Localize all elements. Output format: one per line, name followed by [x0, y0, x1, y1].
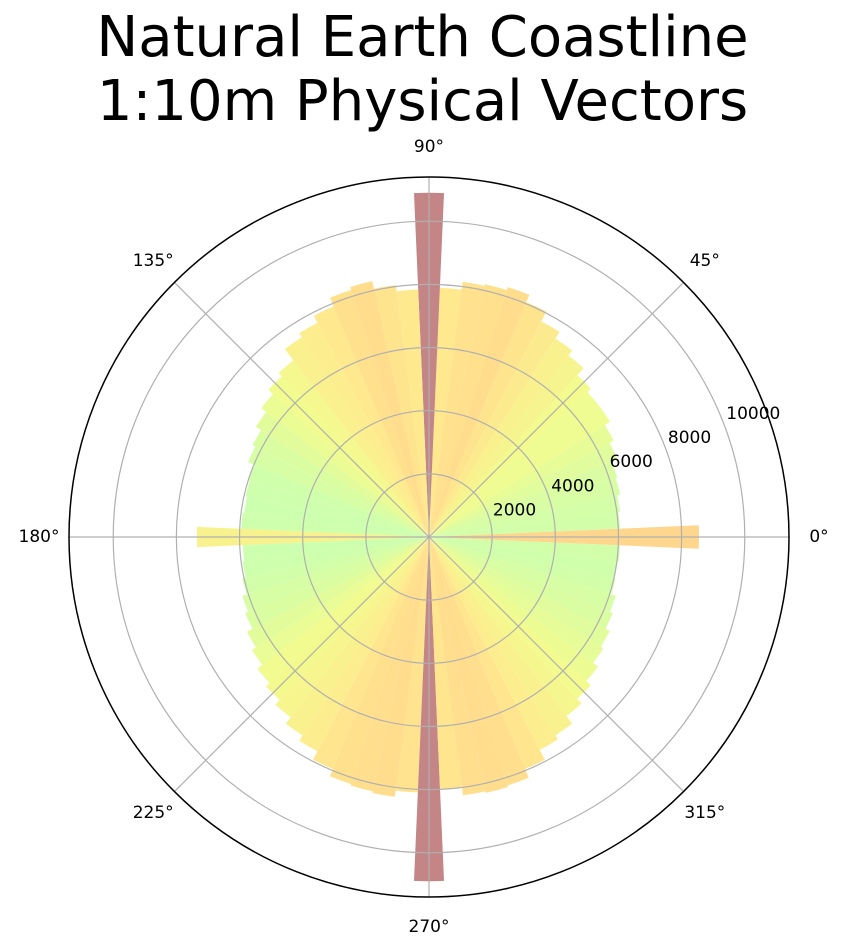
- bar-350deg: [429, 537, 617, 579]
- theta-tick-label: 225°: [133, 803, 174, 823]
- bar-160deg: [248, 464, 429, 537]
- theta-tick-label: 270°: [409, 917, 450, 937]
- bar-310deg: [429, 537, 582, 717]
- bar-20deg: [429, 461, 618, 537]
- bar-15deg: [429, 478, 621, 537]
- bar-40deg: [429, 391, 600, 537]
- bar-105deg: [350, 281, 429, 537]
- bar-325deg: [429, 537, 604, 663]
- polar-frame: [68, 176, 790, 898]
- bar-255deg: [350, 537, 429, 792]
- bar-10deg: [429, 495, 620, 537]
- chart-title-line-2: 1:10m Physical Vectors: [96, 69, 749, 134]
- bar-300deg: [429, 537, 558, 750]
- bar-305deg: [429, 537, 573, 736]
- bar-55deg: [429, 338, 573, 537]
- bar-150deg: [252, 430, 429, 537]
- bar-5deg: [429, 512, 620, 537]
- bar-30deg: [429, 425, 614, 537]
- bar-215deg: [251, 537, 429, 665]
- labels-layer: 0° 45° 90° 135° 180° 225° 270° 315° 2000 4000 6000…: [19, 137, 829, 937]
- theta-tick-label: 90°: [414, 137, 444, 157]
- chart-title: Natural Earth Coastline 1:10m Physical V…: [0, 6, 845, 134]
- theta-gridline-45: [428, 282, 684, 538]
- bar-115deg: [313, 306, 429, 537]
- bar-100deg: [373, 284, 429, 537]
- bar-330deg: [429, 537, 610, 647]
- bar-80deg: [429, 281, 485, 537]
- bar-230deg: [275, 537, 429, 718]
- bar-220deg: [257, 537, 429, 684]
- bar-125deg: [284, 337, 429, 537]
- bar-35deg: [429, 406, 611, 537]
- bar-175deg: [241, 512, 429, 537]
- bar-295deg: [429, 537, 545, 769]
- r-tick-label: 6000: [610, 452, 653, 472]
- grid-layer: [68, 176, 790, 898]
- bar-260deg: [372, 537, 429, 797]
- bar-340deg: [429, 537, 616, 612]
- bar-355deg: [429, 537, 620, 562]
- bar-320deg: [429, 537, 599, 682]
- bar-200deg: [242, 537, 429, 612]
- bar-190deg: [242, 537, 429, 578]
- bar-155deg: [248, 446, 429, 537]
- theta-tick-label: 45°: [690, 251, 720, 271]
- theta-tick-label: 0°: [809, 527, 828, 547]
- bar-185deg: [242, 537, 429, 562]
- bar-25deg: [429, 442, 618, 537]
- bar-130deg: [278, 360, 429, 537]
- theta-gridline-315: [428, 536, 684, 792]
- bar-195deg: [242, 537, 429, 595]
- r-tick-label: 8000: [668, 428, 711, 448]
- bar-235deg: [285, 537, 429, 736]
- bar-95deg: [396, 289, 429, 537]
- bar-65deg: [429, 302, 547, 537]
- r-tick-label: 10000: [726, 404, 780, 424]
- bar-210deg: [246, 537, 429, 648]
- bar-145deg: [255, 412, 429, 537]
- bar-285deg: [429, 537, 508, 793]
- r-tick-label: 4000: [551, 476, 594, 496]
- bar-280deg: [429, 537, 486, 796]
- bar-250deg: [329, 537, 429, 784]
- bar-120deg: [299, 322, 429, 537]
- bar-245deg: [313, 537, 429, 769]
- bar-240deg: [299, 537, 429, 752]
- bar-70deg: [429, 287, 530, 537]
- bar-345deg: [429, 537, 616, 595]
- bar-170deg: [244, 496, 429, 537]
- bar-265deg: [395, 537, 429, 793]
- theta-tick-label: 180°: [19, 527, 60, 547]
- theta-gridline-225: [174, 536, 430, 792]
- bar-50deg: [429, 355, 584, 537]
- bar-140deg: [261, 394, 429, 537]
- bar-165deg: [245, 480, 429, 537]
- theta-gridline-135: [174, 282, 430, 538]
- bar-290deg: [429, 537, 529, 786]
- theta-tick-label: 135°: [133, 251, 174, 271]
- bar-335deg: [429, 537, 613, 629]
- theta-tick-label: 315°: [684, 803, 725, 823]
- bar-110deg: [329, 290, 429, 537]
- bar-75deg: [429, 284, 507, 537]
- bar-205deg: [245, 537, 429, 629]
- chart-title-line-1: Natural Earth Coastline: [96, 5, 749, 70]
- r-tick-label: 2000: [493, 501, 536, 521]
